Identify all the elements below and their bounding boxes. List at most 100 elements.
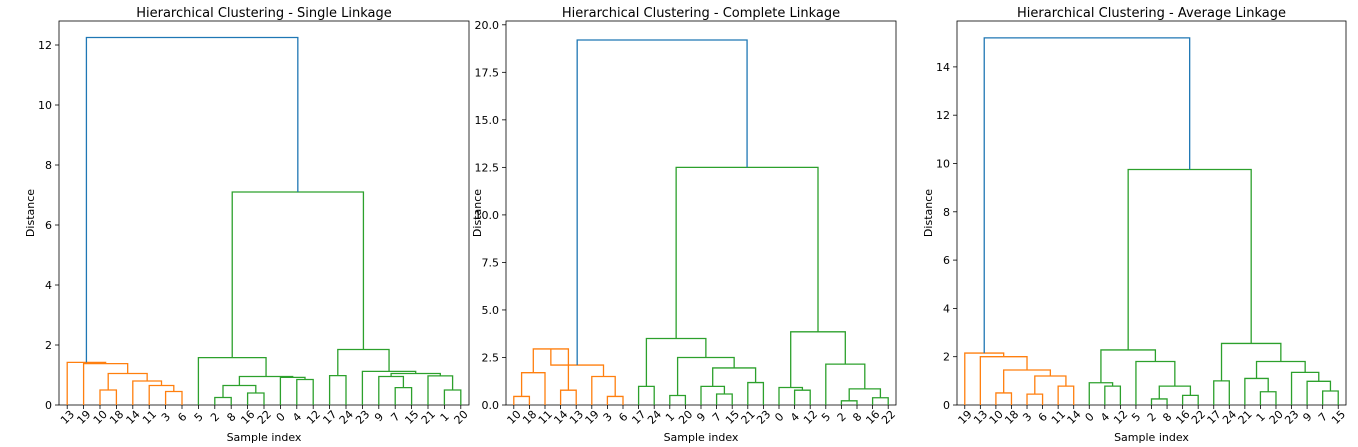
dendrogram-link bbox=[747, 381, 765, 405]
y-tick-label: 4 bbox=[943, 302, 950, 315]
x-tick-label: 9 bbox=[694, 410, 708, 424]
dendrogram-link bbox=[246, 392, 265, 405]
y-tick-label: 14 bbox=[936, 61, 950, 74]
x-tick-label: 23 bbox=[353, 408, 372, 427]
dendrogram-link bbox=[964, 352, 1005, 405]
y-tick-label: 10 bbox=[38, 99, 52, 112]
dendrogram-link bbox=[520, 372, 546, 405]
x-tick-label: 0 bbox=[274, 410, 288, 424]
y-axis-label: Distance bbox=[922, 189, 935, 237]
dendrogram-link bbox=[1322, 390, 1339, 405]
dendrogram-link bbox=[1100, 349, 1157, 383]
dendrogram-link bbox=[107, 372, 148, 390]
dendrogram-link bbox=[1026, 393, 1044, 405]
dendrogram-link bbox=[1290, 371, 1320, 405]
dendrogram-link bbox=[1158, 385, 1192, 399]
dendrogram-link bbox=[1213, 380, 1230, 405]
axes-frame bbox=[505, 20, 897, 406]
y-tick-label: 12 bbox=[38, 39, 52, 52]
dendrogram-link bbox=[1255, 360, 1306, 379]
dendrogram-link bbox=[576, 39, 748, 366]
x-tick-label: 11 bbox=[140, 408, 159, 427]
dendrogram-link bbox=[513, 395, 531, 405]
y-tick-label: 10.0 bbox=[475, 209, 500, 222]
y-tick-label: 7.5 bbox=[482, 256, 500, 269]
x-tick-label: 22 bbox=[255, 408, 274, 427]
dendrogram-link bbox=[606, 395, 624, 405]
dendrogram-link bbox=[378, 375, 405, 405]
axes-frame bbox=[956, 20, 1347, 406]
x-tick-label: 2 bbox=[835, 410, 849, 424]
x-tick-label: 12 bbox=[801, 408, 820, 427]
y-tick-label: 0.0 bbox=[482, 399, 500, 412]
x-tick-label: 5 bbox=[1129, 410, 1143, 424]
dendrogram-link bbox=[645, 337, 707, 387]
dendrogram-link bbox=[700, 385, 726, 405]
y-tick-label: 2 bbox=[45, 339, 52, 352]
dendrogram-link bbox=[197, 356, 267, 405]
x-tick-label: 0 bbox=[772, 410, 786, 424]
dendrogram-link bbox=[871, 397, 889, 405]
y-tick-label: 5.0 bbox=[482, 304, 500, 317]
x-tick-label: 6 bbox=[1036, 410, 1050, 424]
chart-title: Hierarchical Clustering - Average Linkag… bbox=[1017, 6, 1286, 21]
x-tick-label: 21 bbox=[1236, 408, 1255, 427]
x-tick-label: 7 bbox=[710, 410, 724, 424]
dendrogram-link bbox=[1181, 394, 1199, 405]
y-tick-label: 12 bbox=[936, 109, 950, 122]
x-tick-label: 2 bbox=[1145, 410, 1159, 424]
y-tick-label: 8 bbox=[45, 159, 52, 172]
y-axis-label: Distance bbox=[471, 189, 484, 237]
x-tick-label: 4 bbox=[788, 410, 802, 424]
y-tick-label: 20.0 bbox=[475, 19, 500, 32]
x-tick-label: 6 bbox=[616, 410, 630, 424]
dendrogram-link bbox=[840, 400, 858, 405]
x-tick-label: 23 bbox=[1282, 408, 1301, 427]
x-tick-label: 15 bbox=[1329, 408, 1348, 427]
dendrogram-link bbox=[825, 363, 866, 405]
dendrogram-link bbox=[637, 385, 655, 405]
x-tick-label: 5 bbox=[819, 410, 833, 424]
y-tick-label: 10 bbox=[936, 157, 950, 170]
x-tick-label: 1 bbox=[663, 410, 677, 424]
dendrogram-link bbox=[778, 386, 804, 405]
dendrogram-link bbox=[99, 389, 118, 405]
x-tick-label: 7 bbox=[1316, 410, 1330, 424]
dendrogram-link bbox=[231, 191, 365, 358]
dendrogram-link bbox=[279, 376, 306, 405]
dendrogram-link bbox=[675, 166, 819, 339]
chart-panel-2: Hierarchical Clustering - Complete Linka… bbox=[471, 6, 898, 444]
x-tick-label: 9 bbox=[1300, 410, 1314, 424]
x-tick-label: 1 bbox=[438, 410, 452, 424]
x-tick-label: 3 bbox=[601, 410, 615, 424]
chart-panel-1: Hierarchical Clustering - Single Linkage… bbox=[24, 6, 471, 444]
dendrogram-link bbox=[715, 393, 733, 405]
y-tick-label: 8 bbox=[943, 206, 950, 219]
y-tick-label: 12.5 bbox=[475, 161, 500, 174]
dendrogram-link bbox=[591, 375, 616, 405]
x-axis-label: Sample index bbox=[227, 431, 302, 444]
y-tick-label: 0 bbox=[943, 399, 950, 412]
y-axis-label: Distance bbox=[24, 189, 37, 237]
dendrogram-link bbox=[1127, 168, 1252, 350]
x-tick-label: 9 bbox=[372, 410, 386, 424]
dendrogram-link bbox=[793, 389, 811, 405]
dendrogram-link bbox=[132, 380, 163, 405]
dendrogram-link bbox=[85, 36, 299, 363]
x-tick-label: 4 bbox=[1098, 410, 1112, 424]
dendrogram-link bbox=[676, 356, 735, 396]
x-tick-label: 0 bbox=[1083, 410, 1097, 424]
dendrogram-link bbox=[1244, 377, 1269, 405]
dendrogram-link bbox=[222, 384, 257, 398]
dendrogram-link bbox=[148, 384, 175, 405]
dendrogram-link bbox=[328, 374, 347, 405]
y-tick-label: 15.0 bbox=[475, 114, 500, 127]
dendrogram-link bbox=[1150, 398, 1168, 405]
x-tick-label: 21 bbox=[419, 408, 438, 427]
dendrogram-link bbox=[82, 362, 129, 405]
y-tick-label: 17.5 bbox=[475, 66, 500, 79]
x-tick-label: 24 bbox=[645, 408, 664, 427]
dendrogram-link bbox=[1259, 391, 1277, 405]
y-tick-label: 0 bbox=[45, 399, 52, 412]
y-tick-label: 6 bbox=[45, 219, 52, 232]
